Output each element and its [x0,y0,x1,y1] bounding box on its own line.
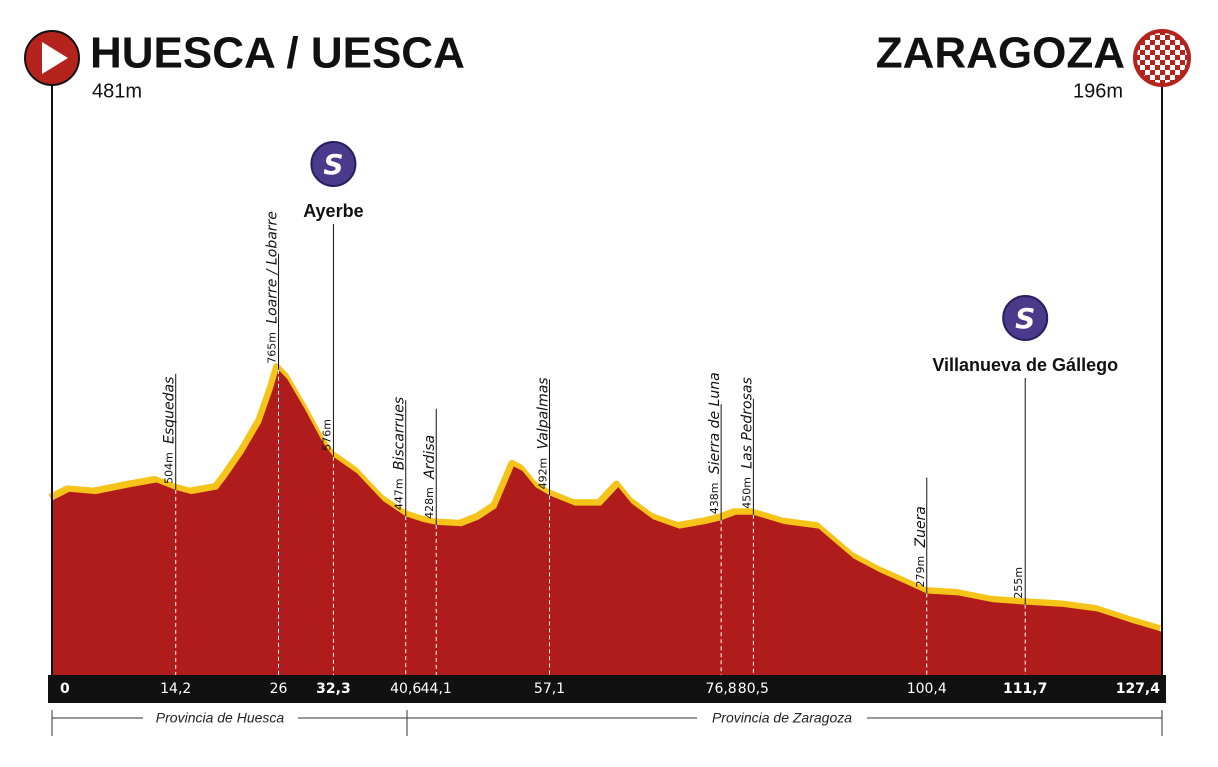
province-label: Provincia de Zaragoza [712,710,852,726]
km-label: 32,3 [316,681,351,697]
sprint-icon [1002,295,1049,341]
start-altitude: 481m [92,80,142,102]
km-label: 26 [270,681,288,697]
altitude-label: 447m [393,478,406,510]
place-name: Zuera [913,506,929,548]
altitude-label: 504m [163,452,176,484]
finish-name: ZARAGOZA [876,29,1125,78]
place-name: Ardisa [422,435,438,480]
sprint-symbol: S [323,148,343,181]
altitude-label: 438m [708,483,721,515]
km-label: 0 [60,681,70,697]
profile-highlight [48,363,1161,633]
profile-layer [48,363,1162,675]
altitude-label: 279m [914,556,927,588]
km-label: 14,2 [160,681,191,697]
altitude-label: 576m [320,419,333,451]
km-label: 80,5 [738,681,769,697]
km-label: 40,6 [390,681,421,697]
start-arrow [42,42,68,74]
km-label: 76,8 [706,681,737,697]
place-name: Las Pedrosas [739,377,755,469]
altitude-label: 765m [266,332,279,364]
label-bg [697,708,867,728]
sprint-name: Villanueva de Gállego [932,355,1118,375]
place-name: Valpalmas [535,377,551,449]
km-label: 100,4 [907,681,947,697]
sprint-icon [310,141,357,187]
km-label: 111,7 [1003,681,1047,697]
altitude-label: 450m [740,477,753,509]
sprint-name: Ayerbe [303,201,363,221]
start-name: HUESCA / UESCA [90,29,465,78]
place-name: Esquedas [162,377,178,444]
km-label: 44,1 [421,681,452,697]
place-name: Loarre / Lobarre [265,211,281,324]
altitude-label: 492m [536,458,549,490]
km-label: 127,4 [1116,681,1161,697]
altitude-label: 428m [423,487,436,519]
profile-area [52,369,1162,675]
label-bg [143,708,298,728]
km-label: 57,1 [534,681,565,697]
province-label: Provincia de Huesca [156,710,285,726]
place-name: Biscarrues [392,397,408,470]
altitude-label: 255m [1012,567,1025,599]
km-bar [48,675,1166,703]
place-name: Sierra de Luna [707,372,723,474]
finish-icon [1133,29,1191,87]
sprint-symbol: S [1015,302,1035,335]
finish-altitude: 196m [1073,80,1123,102]
